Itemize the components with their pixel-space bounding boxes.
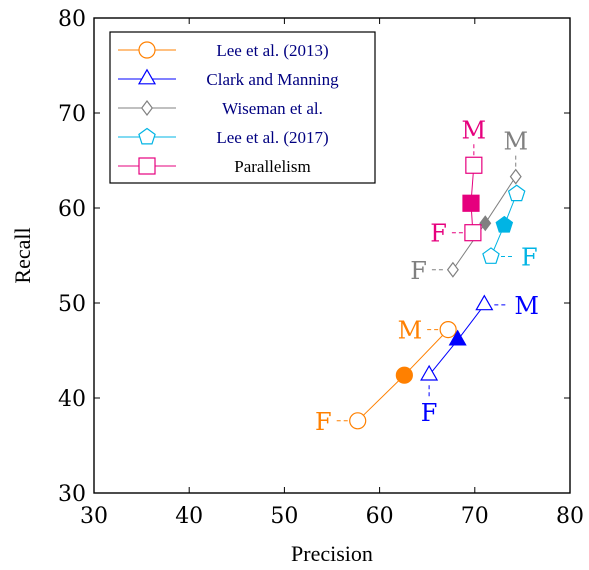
legend-marker <box>138 41 156 59</box>
y-tick-label: 80 <box>58 7 86 32</box>
legend-label: Parallelism <box>234 157 310 176</box>
legend: Lee et al. (2013) Clark and Manning Wisema… <box>109 31 376 184</box>
data-point-m <box>507 184 526 202</box>
data-point-f <box>464 224 482 242</box>
plot-lines <box>357 165 518 422</box>
annotation-label-M: M <box>462 116 487 144</box>
annotation-label-M: M <box>503 128 528 156</box>
plot-markers <box>349 156 526 430</box>
legend-label: Lee et al. (2017) <box>216 128 328 147</box>
x-axis-title: Precision <box>291 541 373 566</box>
data-point-f <box>349 412 367 430</box>
x-tick-label: 50 <box>270 504 298 529</box>
legend-marker <box>138 127 156 145</box>
data-point-m <box>465 156 483 174</box>
x-tick-label: 40 <box>175 504 203 529</box>
axis-ticks: 30 40 50 60 70 80 30 40 50 60 70 80 <box>58 7 584 529</box>
annotation-label-F: F <box>430 220 447 248</box>
y-tick-label: 30 <box>58 482 86 507</box>
legend-marker <box>137 68 157 85</box>
x-tick-label: 80 <box>556 504 584 529</box>
y-tick-label: 50 <box>58 292 86 317</box>
data-point-f <box>420 364 439 381</box>
data-point-m <box>439 321 457 339</box>
legend-label: Clark and Manning <box>206 70 339 89</box>
annotation-label-F: F <box>421 399 438 427</box>
data-point-m <box>475 294 494 311</box>
data-point-m <box>509 168 522 185</box>
data-point-overall <box>462 194 480 212</box>
data-point-overall <box>395 366 413 384</box>
annotation-label-F: F <box>521 243 538 271</box>
annotation-label-F: F <box>315 408 332 436</box>
legend-label: Lee et al. (2013) <box>216 41 328 60</box>
y-tick-label: 60 <box>58 197 86 222</box>
legend-marker <box>138 157 156 175</box>
y-axis-title: Recall <box>10 227 35 283</box>
y-tick-label: 70 <box>58 102 86 127</box>
x-tick-label: 60 <box>366 504 394 529</box>
data-point-overall <box>495 215 514 233</box>
data-point-overall <box>479 215 492 232</box>
annotation-label-F: F <box>410 257 427 285</box>
y-tick-label: 40 <box>58 387 86 412</box>
data-point-f <box>482 247 500 264</box>
annotation-label-M: M <box>514 292 539 320</box>
data-point-overall <box>448 329 467 346</box>
data-point-f <box>446 261 459 278</box>
annotation-label-M: M <box>398 317 423 345</box>
x-tick-label: 30 <box>80 504 108 529</box>
x-tick-label: 70 <box>461 504 489 529</box>
legend-marker <box>141 100 153 116</box>
plot-frame <box>93 17 571 494</box>
legend-label: Wiseman et al. <box>222 99 323 118</box>
